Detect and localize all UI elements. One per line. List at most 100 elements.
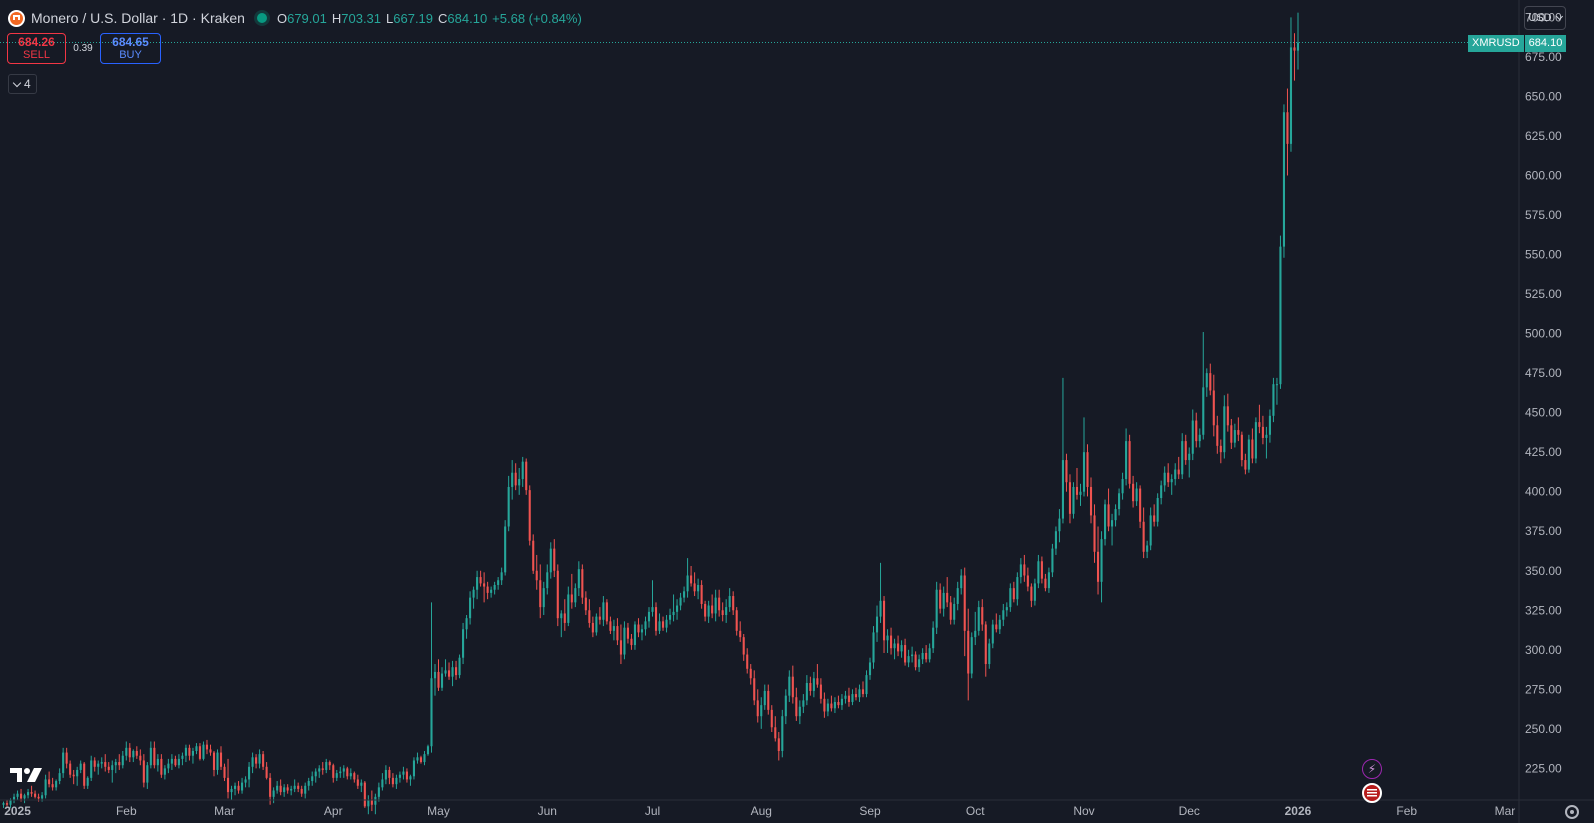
indicators-count: 4	[24, 77, 31, 91]
candle-body	[1177, 469, 1180, 475]
candle-body	[854, 694, 858, 698]
candle-body	[690, 575, 693, 584]
candle-body	[349, 773, 352, 777]
candle-body	[549, 548, 552, 573]
candle-body	[321, 768, 324, 770]
candle-body	[363, 782, 366, 807]
high-value: 703.31	[341, 10, 382, 26]
candle-body	[335, 773, 338, 778]
candle-body	[356, 779, 359, 786]
candle-body	[293, 785, 296, 789]
candle-body	[749, 668, 752, 679]
candle-body	[55, 781, 58, 788]
candle-body	[511, 472, 514, 487]
candle-body	[781, 716, 784, 751]
candle-body	[1135, 488, 1138, 502]
close-value: 684.10	[447, 10, 488, 26]
candle-body	[1286, 112, 1289, 144]
candle-body	[286, 787, 289, 791]
candle-body	[1156, 498, 1159, 522]
candle-body	[360, 782, 363, 786]
candle-body	[476, 577, 479, 590]
candle-body	[118, 762, 121, 766]
candle-body	[205, 744, 209, 750]
candle-body	[76, 769, 79, 777]
currency-select[interactable]: USD	[1524, 6, 1566, 30]
ai-event-icon[interactable]: ⚡	[1362, 759, 1382, 779]
candle-body	[1233, 430, 1236, 443]
time-axis-tick-label: 2025	[4, 804, 31, 818]
price-tag-value: 684.10	[1524, 34, 1567, 52]
candle-body	[998, 619, 1001, 630]
buy-button[interactable]: 684.65 BUY	[100, 33, 161, 64]
candle-body	[328, 762, 331, 766]
candle-body	[763, 690, 766, 706]
candle-body	[430, 678, 433, 747]
candle-body	[51, 784, 54, 788]
indicators-toggle-button[interactable]: 4	[8, 74, 37, 94]
candle-body	[107, 766, 110, 770]
candle-body	[216, 752, 219, 770]
candle-body	[1205, 373, 1208, 388]
candle-body	[1121, 479, 1124, 494]
candle-body	[184, 747, 187, 756]
candle-body	[767, 690, 770, 710]
candle-body	[90, 760, 93, 778]
candle-body	[679, 597, 682, 606]
candle-body	[616, 626, 619, 641]
candle-body	[416, 757, 419, 761]
candle-body	[953, 603, 956, 620]
candle-body	[686, 575, 689, 592]
candle-body	[935, 589, 938, 628]
candle-body	[423, 754, 426, 763]
low-label: L	[386, 10, 394, 26]
candle-body	[795, 697, 798, 717]
candle-body	[146, 765, 149, 783]
us-flag-icon[interactable]	[1362, 783, 1382, 803]
candle-body	[472, 589, 475, 598]
candle-body	[391, 777, 394, 785]
candle-body	[865, 675, 868, 695]
sell-label: SELL	[23, 48, 50, 61]
candle-body	[48, 779, 51, 785]
tradingview-logo-icon[interactable]	[10, 766, 44, 784]
candle-body	[377, 787, 380, 797]
candle-body	[37, 796, 40, 799]
candle-body	[907, 656, 910, 663]
candle-body	[272, 790, 275, 797]
candle-body	[574, 588, 577, 603]
candle-body	[170, 758, 173, 764]
candle-body	[661, 621, 665, 628]
candle-body	[325, 762, 328, 770]
time-axis-tick-label: Feb	[1396, 804, 1417, 818]
sell-price: 684.26	[18, 34, 55, 49]
settings-gear-icon[interactable]	[1565, 805, 1579, 819]
candle-body	[1289, 47, 1293, 144]
candle-body	[833, 701, 836, 709]
candle-body	[483, 583, 486, 587]
candle-body	[1030, 586, 1033, 601]
candle-body	[255, 757, 258, 764]
low-value: 667.19	[393, 10, 434, 26]
candle-body	[402, 771, 405, 775]
candle-body	[62, 752, 65, 774]
candle-body	[707, 605, 710, 617]
candle-body	[83, 763, 86, 786]
candle-body	[556, 570, 559, 619]
candle-body	[1240, 434, 1243, 461]
candle-body	[86, 777, 89, 786]
candle-body	[223, 766, 226, 778]
ohlc-values: O679.01 H703.31 L667.19 C684.10 +5.68 (+…	[277, 11, 582, 26]
candle-body	[560, 613, 563, 619]
candle-body	[1167, 472, 1170, 483]
symbol-title[interactable]: Monero / U.S. Dollar · 1D · Kraken	[31, 10, 245, 26]
candle-body	[633, 624, 637, 646]
candle-body	[805, 683, 808, 701]
candle-body	[493, 584, 496, 590]
candle-body	[725, 607, 728, 616]
candle-body	[514, 472, 517, 486]
candle-body	[2, 803, 5, 805]
sell-button[interactable]: 684.26 SELL	[7, 33, 66, 64]
